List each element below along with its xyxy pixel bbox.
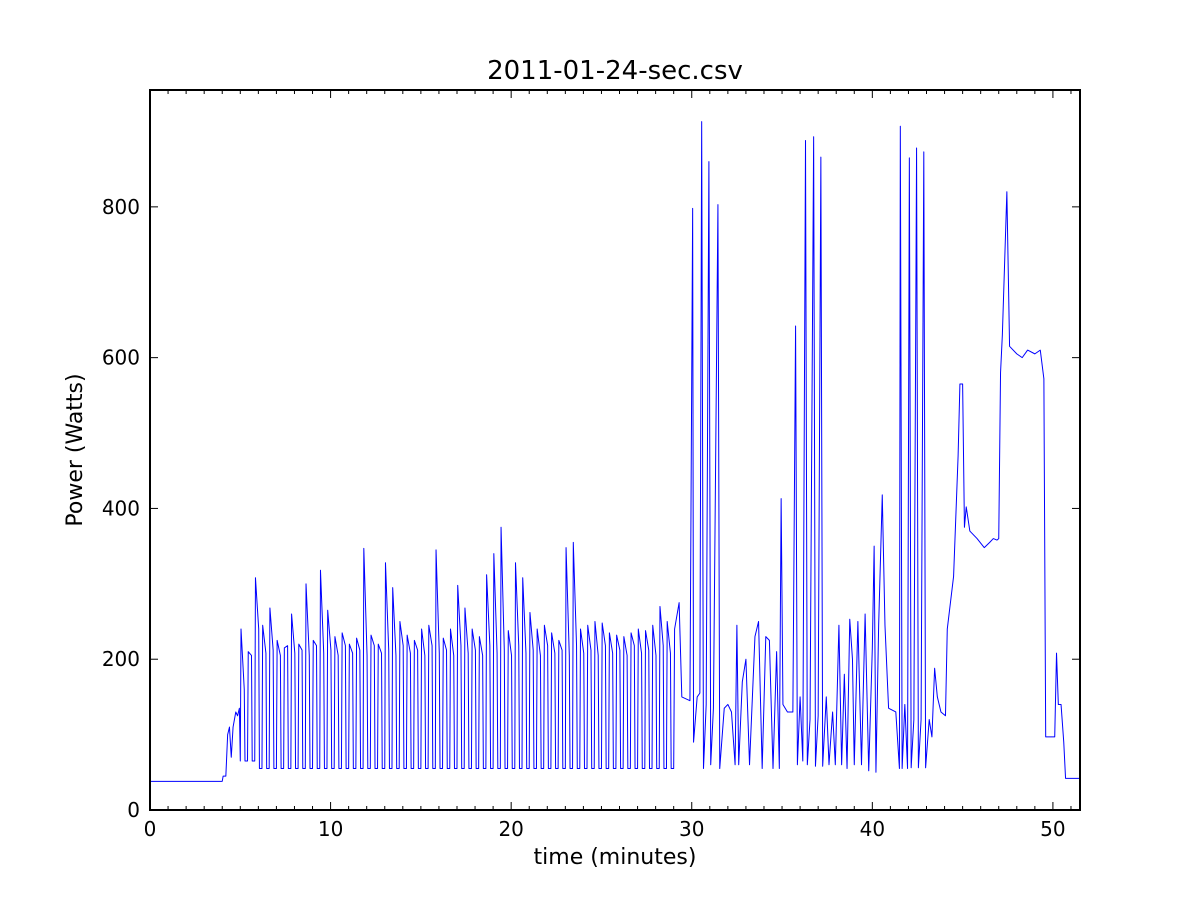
y-axis-label: Power (Watts): [63, 373, 88, 526]
data-line: [150, 121, 1080, 782]
x-tick-label: 0: [144, 817, 157, 841]
x-tick-label: 20: [498, 817, 523, 841]
y-tick-label: 800: [102, 195, 140, 219]
x-tick-label: 10: [318, 817, 343, 841]
plot-frame: [149, 89, 1081, 811]
y-tick-label: 0: [127, 798, 140, 822]
chart-title: 2011-01-24-sec.csv: [487, 56, 743, 86]
x-tick-label: 40: [860, 817, 885, 841]
y-tick-label: 200: [102, 647, 140, 671]
y-tick-label: 600: [102, 346, 140, 370]
x-tick-label: 30: [679, 817, 704, 841]
y-tick-label: 400: [102, 496, 140, 520]
x-axis-label: time (minutes): [534, 845, 697, 870]
x-tick-label: 50: [1040, 817, 1065, 841]
